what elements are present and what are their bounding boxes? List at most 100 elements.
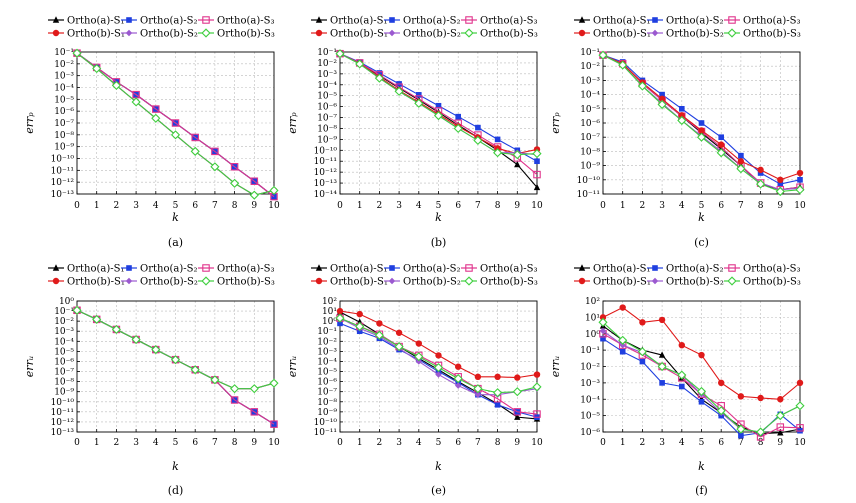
data-point [355,59,365,69]
legend-marker [315,29,323,37]
legend-label: Ortho(a)-S₃ [743,264,800,275]
y-tick-label: 10⁻¹¹ [51,408,74,418]
y-tick-label: 10⁻⁶ [580,119,600,129]
y-axis-label: errₚ [23,112,36,134]
y-tick-label: 10⁻⁶ [317,103,337,113]
x-tick-label: 9 [777,438,783,448]
legend-label: Ortho(a)-S₂ [140,16,197,27]
data-point [190,146,200,156]
chart-panel-f: Ortho(a)-S₁ Ortho(a)-S₂ Ortho(a)-S₃ Ortho(b… [549,264,806,498]
y-tick-label: 10⁻¹¹ [51,166,74,176]
legend-marker [727,28,737,38]
y-tick-label: 10⁻¹⁰ [314,146,338,156]
legend-label: Ortho(a)-S₃ [217,264,274,275]
legend-label: Ortho(b)-S₂ [403,29,461,40]
legend-label: Ortho(b)-S₁ [593,277,651,288]
data-point [170,355,181,365]
data-point [474,373,482,381]
y-tick-label: 10⁻⁸ [54,131,74,141]
x-tick-label: 2 [640,201,646,211]
x-axis-label: k [698,211,705,224]
y-tick-label: 10⁻⁸ [580,147,600,157]
legend-label: Ortho(b)-S₁ [330,277,388,288]
series-Ortho(b)-S3 [72,305,279,394]
legend-label: Ortho(a)-S₃ [480,16,537,27]
series-Ortho(b)-S3 [598,50,805,197]
data-point [111,80,121,90]
data-point [335,49,345,59]
data-point [494,136,501,143]
x-tick-label: 0 [337,438,343,448]
chart-panel-c: Ortho(a)-S₁ Ortho(a)-S₂ Ortho(a)-S₃ Ortho(b… [549,16,806,250]
data-point [269,378,279,388]
legend-marker [651,277,659,285]
x-tick-label: 1 [94,201,100,211]
legend-1: Ortho(a)-S₁ Ortho(a)-S₂ Ortho(a)-S₃ Ortho(b… [311,16,538,40]
x-tick-label: 0 [600,201,606,211]
data-point [677,115,687,126]
data-point [72,48,82,58]
x-tick-label: 5 [436,201,442,211]
data-point [455,113,461,120]
series-line [76,309,275,425]
legend-marker [388,29,396,37]
x-tick-label: 7 [738,438,744,448]
x-tick-label: 5 [699,438,705,448]
data-point [678,112,685,119]
y-tick-label: 10⁻⁶ [54,357,74,367]
data-point [777,396,784,403]
x-tick-label: 0 [74,438,80,448]
data-point [696,386,707,397]
data-point [374,330,384,340]
data-point [718,134,724,140]
data-point [152,105,160,113]
legend-marker [126,265,132,271]
legend-label: Ortho(b)-S₃ [217,277,275,288]
legend-label: Ortho(b)-S₁ [593,29,651,40]
series-Ortho(b)-S3 [335,313,542,398]
data-point [796,379,804,387]
legend-marker [728,264,736,272]
series-line [76,52,275,198]
legend-label: Ortho(b)-S₂ [666,29,724,40]
data-point [433,362,444,373]
x-tick-label: 9 [514,201,520,211]
legend-label: Ortho(b)-S₃ [480,277,538,288]
data-point [131,334,141,345]
data-point [718,379,725,387]
legend-marker [652,265,658,271]
data-point [474,391,482,398]
data-point [775,186,785,197]
data-point [493,388,503,398]
data-point [618,60,628,70]
data-point [756,179,766,189]
legend-label: Ortho(b)-S₃ [743,29,801,40]
y-tick-label: 10⁻¹ [54,48,74,58]
legend-label: Ortho(b)-S₁ [67,29,125,40]
x-tick-label: 10 [268,201,280,211]
data-point [657,361,667,372]
y-tick-label: 10⁻¹¹ [314,157,337,167]
data-point [376,320,383,327]
data-point [637,347,647,357]
data-point [230,396,239,404]
y-tick-label: 10⁻¹ [580,48,600,58]
series-Ortho(a)-S1 [599,322,804,437]
data-point [659,91,665,98]
x-tick-label: 6 [192,201,198,211]
x-tick-label: 10 [268,438,280,448]
legend-label: Ortho(a)-S₂ [666,264,723,275]
x-tick-label: 8 [232,201,238,211]
x-tick-label: 1 [357,438,363,448]
data-point [738,432,744,439]
legend-label: Ortho(a)-S₂ [140,264,197,275]
data-point [394,86,404,96]
y-tick-label: 10⁻¹¹ [314,428,337,438]
x-tick-label: 6 [718,201,724,211]
x-tick-label: 1 [620,201,626,211]
data-point [738,152,744,159]
legend-marker [315,16,323,23]
x-tick-label: 2 [640,438,646,448]
legend-marker [389,265,395,271]
data-point [337,320,343,327]
